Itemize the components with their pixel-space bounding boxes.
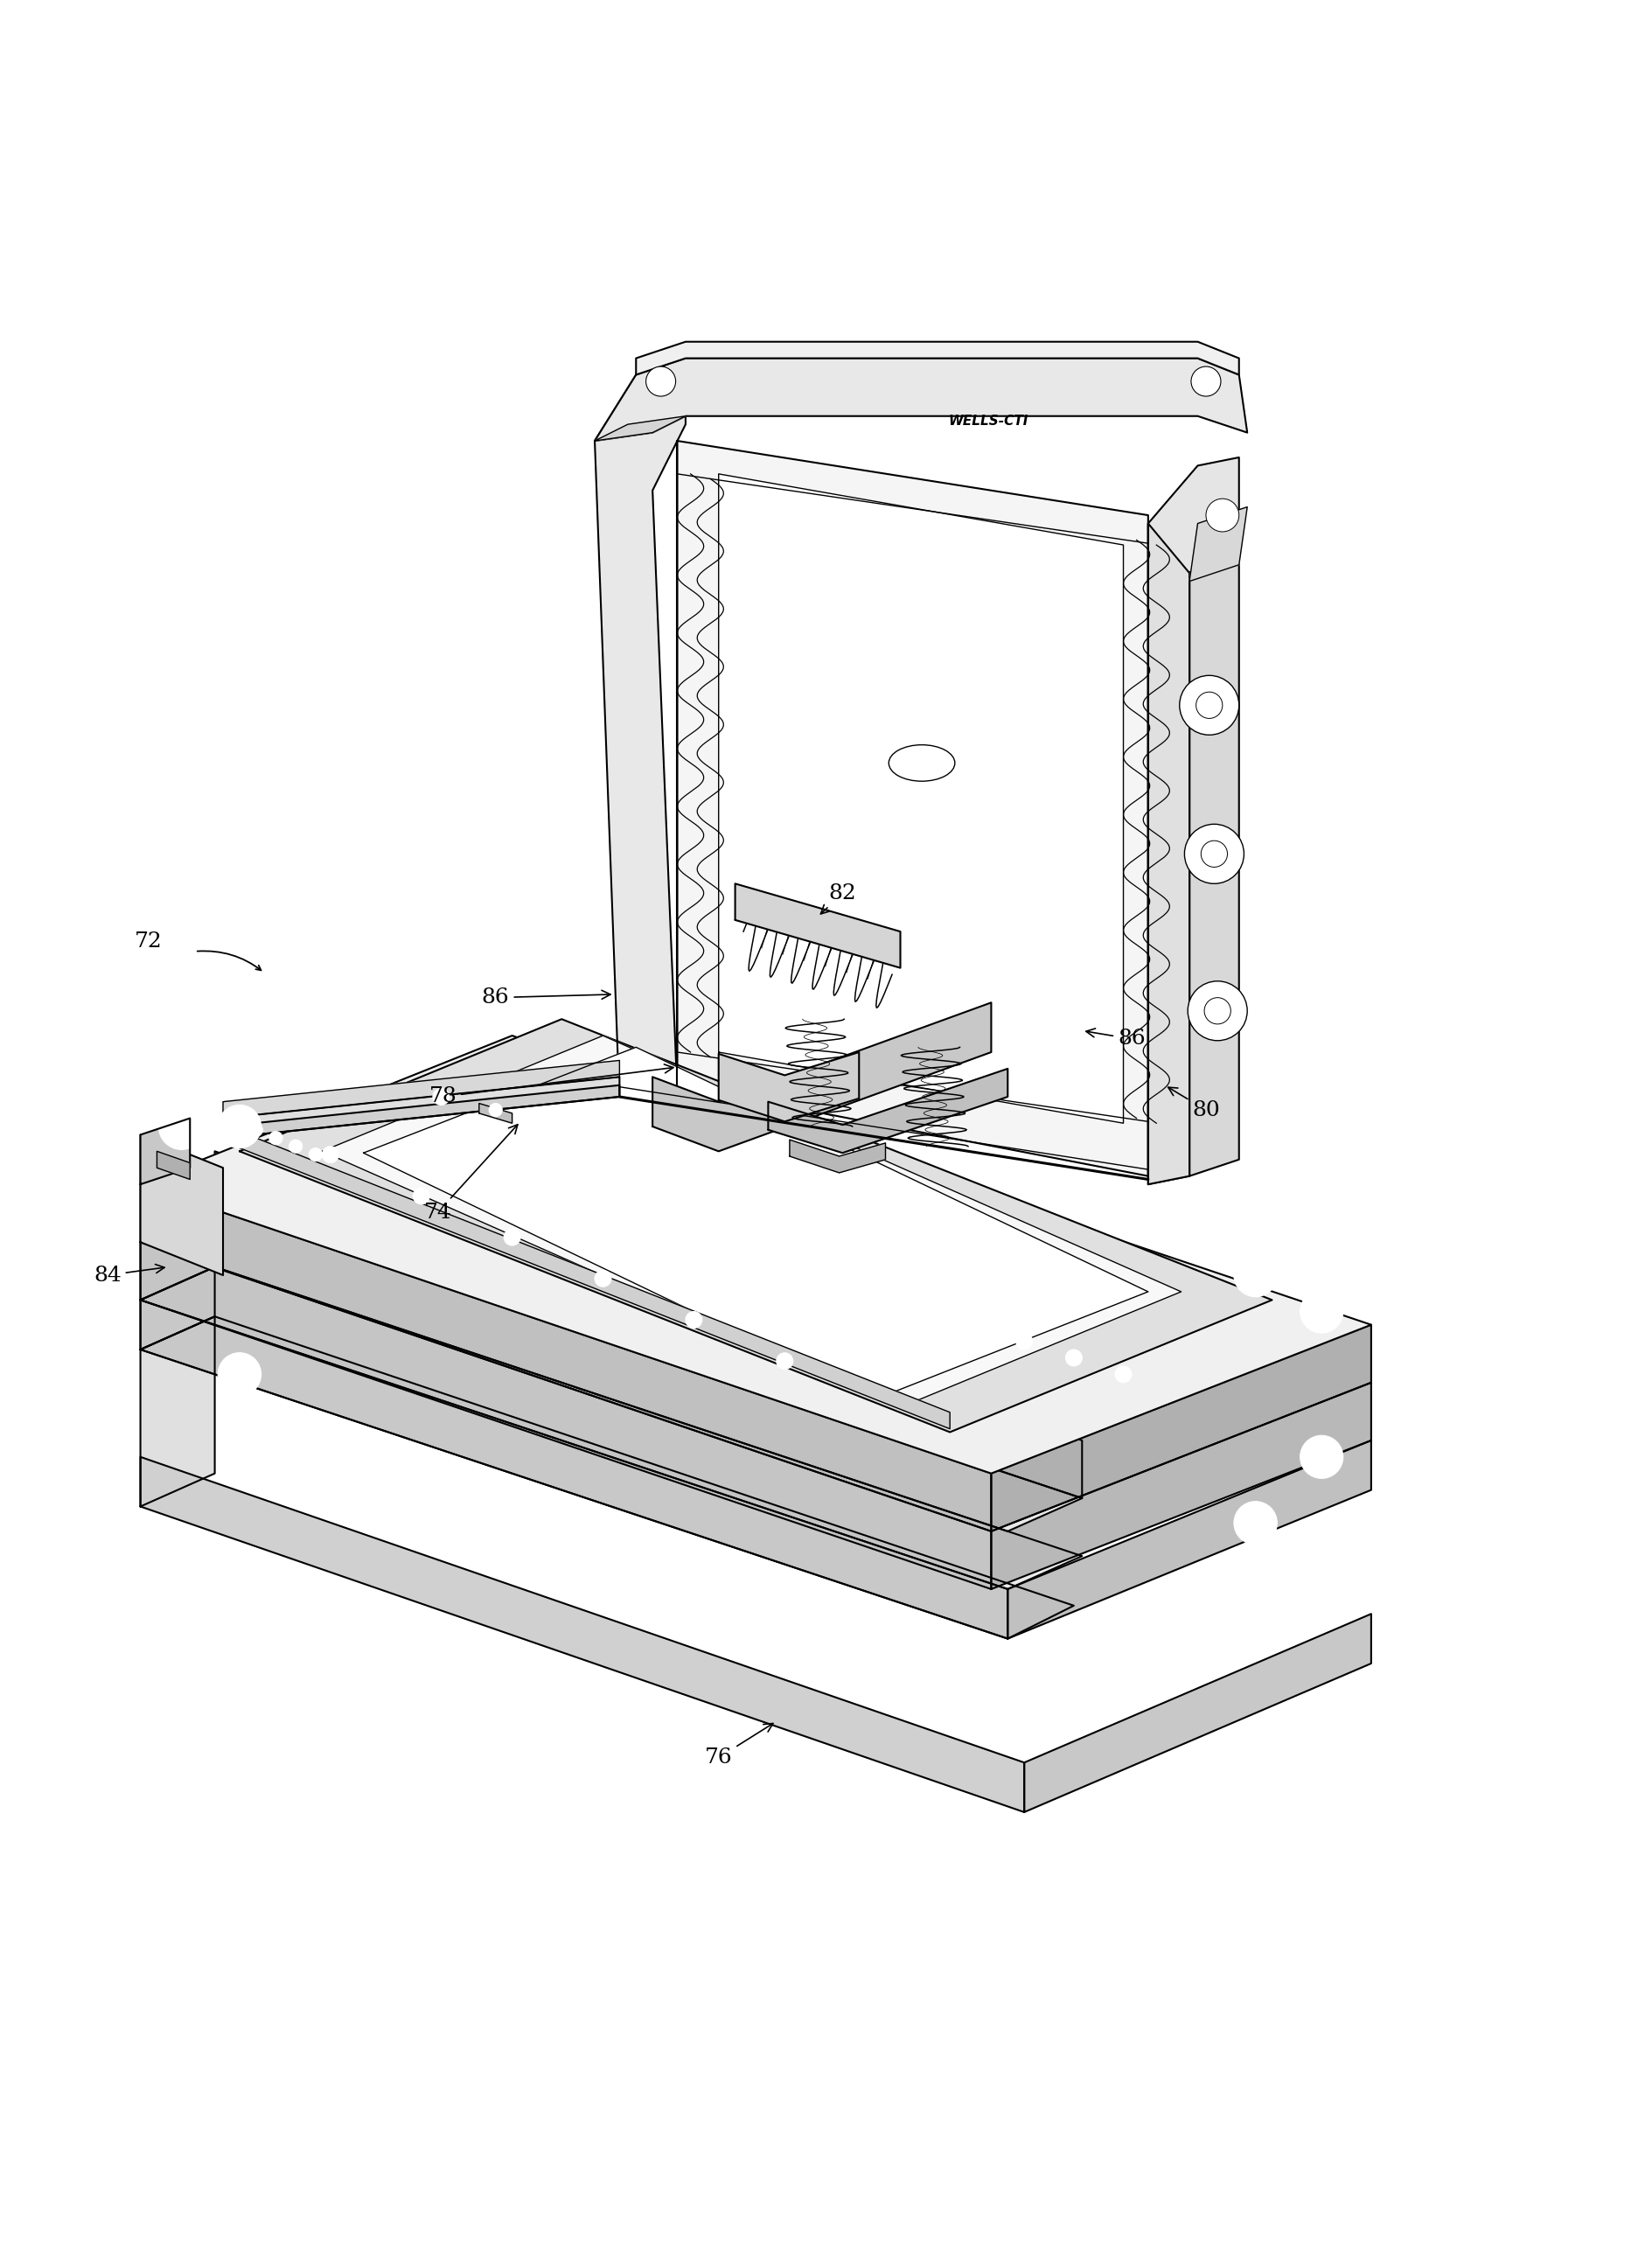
Text: 84: 84 [94,1264,165,1284]
Polygon shape [595,358,686,1102]
Polygon shape [768,1068,1008,1154]
Polygon shape [653,1003,991,1151]
Circle shape [1312,1302,1332,1323]
Text: 78: 78 [430,1063,674,1106]
Polygon shape [595,417,686,442]
Circle shape [1300,1291,1343,1334]
Circle shape [309,1149,322,1160]
Polygon shape [1189,507,1247,581]
Text: 80: 80 [1168,1088,1219,1120]
Circle shape [595,1271,611,1286]
Polygon shape [140,1136,223,1275]
Polygon shape [223,1086,620,1138]
Circle shape [413,1187,430,1203]
Circle shape [172,1117,192,1136]
Polygon shape [140,1117,190,1185]
Polygon shape [140,1300,1008,1638]
Circle shape [504,1228,520,1246]
Circle shape [1201,840,1227,867]
Circle shape [776,1352,793,1370]
Circle shape [1066,1350,1082,1365]
Polygon shape [719,473,1123,1124]
Polygon shape [140,1266,1082,1588]
Polygon shape [140,1316,215,1507]
Text: 82: 82 [821,883,856,915]
Polygon shape [240,1018,1272,1433]
Polygon shape [735,883,900,969]
Circle shape [1246,1266,1265,1284]
Text: 86: 86 [482,987,611,1007]
Circle shape [1016,1334,1032,1350]
Polygon shape [215,1151,1082,1498]
Polygon shape [991,1383,1371,1588]
Polygon shape [1189,523,1239,1176]
Text: 74: 74 [425,1124,517,1223]
Circle shape [1206,498,1239,532]
Circle shape [621,1172,638,1187]
Polygon shape [719,1052,859,1122]
Polygon shape [140,1241,991,1588]
Polygon shape [223,1061,620,1117]
Circle shape [1115,1365,1132,1383]
Polygon shape [140,1458,1024,1811]
Circle shape [1180,676,1239,734]
Circle shape [218,1104,261,1149]
Circle shape [269,1131,282,1145]
Polygon shape [1148,523,1189,1185]
Polygon shape [636,342,1239,374]
Circle shape [489,1104,502,1117]
Polygon shape [790,1140,885,1174]
Polygon shape [140,1266,215,1350]
Circle shape [1188,980,1247,1041]
Circle shape [249,1124,263,1136]
Ellipse shape [889,746,955,782]
Circle shape [218,1352,261,1397]
Circle shape [1184,825,1244,883]
Polygon shape [363,1048,1148,1399]
Circle shape [1196,692,1222,719]
Circle shape [646,367,676,397]
Circle shape [1234,1253,1277,1298]
Circle shape [433,1088,449,1104]
Circle shape [322,1147,339,1163]
Circle shape [1300,1435,1343,1478]
Circle shape [1204,998,1231,1025]
Polygon shape [223,1077,620,1138]
Text: 72: 72 [135,930,162,951]
Circle shape [686,1311,702,1327]
Polygon shape [991,1325,1371,1532]
Polygon shape [140,1316,1074,1638]
Polygon shape [140,1210,1082,1532]
Circle shape [159,1104,205,1149]
Circle shape [1191,367,1221,397]
Polygon shape [1148,457,1239,1185]
Circle shape [339,1048,355,1063]
Circle shape [1246,1514,1265,1532]
Circle shape [527,1129,544,1147]
Polygon shape [677,442,1148,1176]
Text: 76: 76 [705,1724,773,1769]
Polygon shape [140,1185,991,1532]
Text: WELLS-CTI: WELLS-CTI [948,415,1028,428]
Circle shape [289,1140,302,1154]
Polygon shape [479,1104,512,1124]
Polygon shape [140,1210,215,1300]
Circle shape [230,1117,249,1136]
Circle shape [1234,1500,1277,1546]
Polygon shape [595,358,1247,442]
Polygon shape [157,1151,190,1178]
Text: 86: 86 [1085,1027,1145,1050]
Polygon shape [322,1036,1181,1408]
Polygon shape [1008,1440,1371,1638]
Polygon shape [240,1131,950,1428]
Polygon shape [1024,1613,1371,1811]
Circle shape [1312,1446,1332,1467]
Polygon shape [140,1036,1371,1473]
Circle shape [715,1212,732,1228]
Circle shape [230,1365,249,1383]
